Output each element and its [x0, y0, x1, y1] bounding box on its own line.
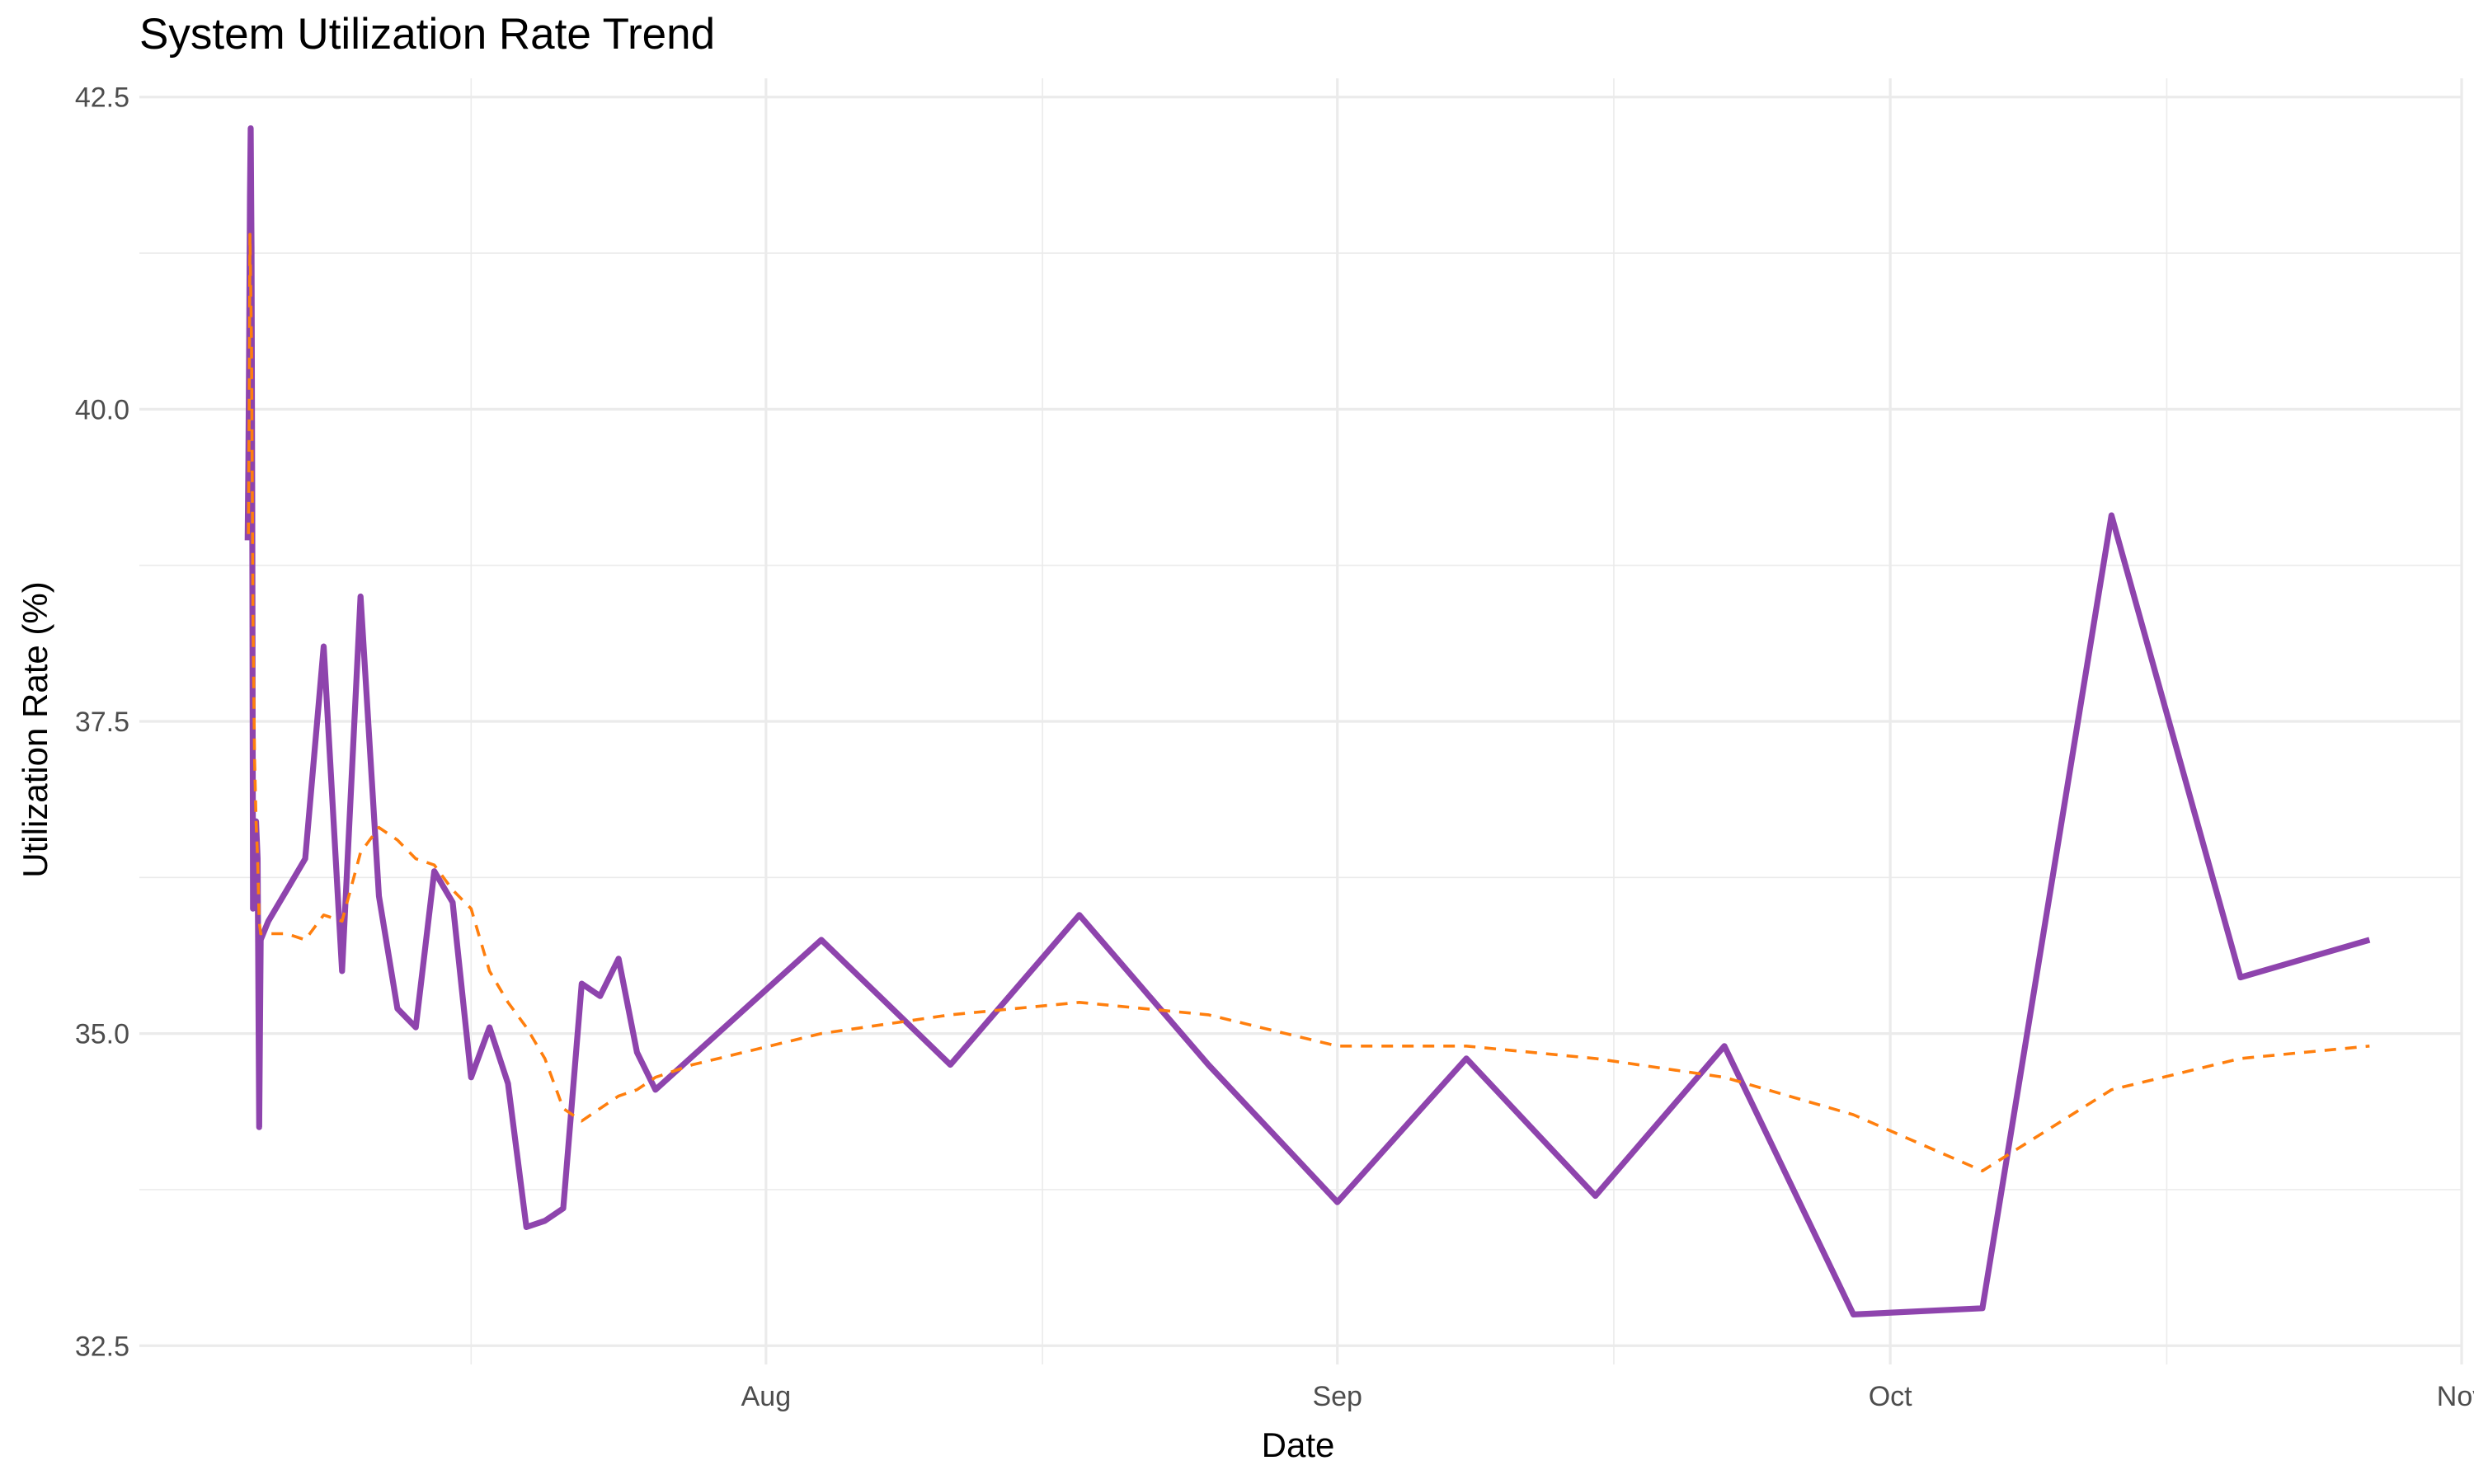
x-tick-label: Sep [1312, 1381, 1362, 1412]
trend-line-dashed [247, 232, 2370, 1172]
series-layer [244, 125, 2371, 1317]
gridlines [139, 78, 2463, 1364]
x-tick-label: Nov [2437, 1381, 2474, 1412]
y-tick-label: 40.0 [75, 394, 129, 425]
x-tick-label: Oct [1869, 1381, 1912, 1412]
tick-labels: 32.5 35.0 37.5 40.0 42.5 Aug Sep Oct Nov [75, 82, 2474, 1412]
y-tick-label: 35.0 [75, 1019, 129, 1050]
y-axis-title: Utilization Rate (%) [16, 581, 54, 877]
chart-title: System Utilization Rate Trend [139, 10, 715, 59]
y-tick-label: 42.5 [75, 82, 129, 114]
x-tick-label: Aug [741, 1381, 792, 1412]
x-axis-title: Date [1262, 1425, 1335, 1464]
y-tick-label: 32.5 [75, 1331, 129, 1362]
utilization-line [244, 125, 2371, 1317]
y-tick-label: 37.5 [75, 707, 129, 738]
